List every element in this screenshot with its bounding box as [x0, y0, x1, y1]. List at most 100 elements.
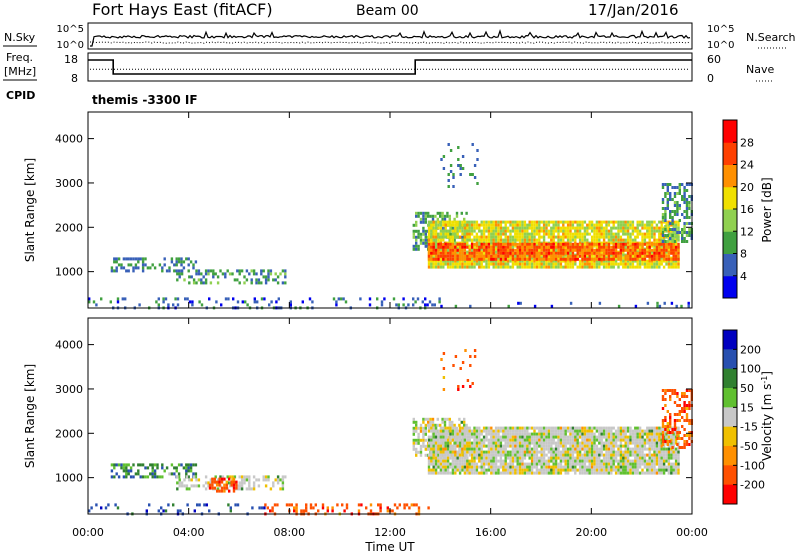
power-cell [504, 251, 507, 255]
velocity-cell [655, 456, 659, 460]
power-cell [466, 223, 469, 227]
power-cell [523, 254, 527, 258]
velocity-cell [430, 429, 433, 433]
velocity-cell [667, 468, 671, 472]
power-cell [482, 223, 486, 227]
power-cell [667, 254, 671, 258]
velocity-cell [658, 459, 661, 463]
velocity-cell [415, 423, 418, 427]
power-cell [490, 238, 493, 242]
velocity-cell [545, 432, 548, 436]
power-cell [478, 265, 481, 269]
power-cell [598, 235, 601, 239]
power-cell [550, 304, 554, 308]
velocity-cell [665, 465, 668, 469]
velocity-cell [598, 426, 601, 430]
power-cell [478, 259, 481, 263]
power-cell [502, 242, 505, 246]
velocity-cell [494, 468, 498, 472]
velocity-cell [583, 450, 587, 454]
velocity-cell [478, 447, 481, 451]
velocity-cell [480, 441, 483, 445]
velocity-cell [331, 506, 334, 510]
power-cell [622, 250, 625, 254]
power-cell [634, 242, 637, 246]
velocity-cell [468, 459, 471, 463]
power-cell [446, 220, 450, 224]
power-cell [485, 251, 488, 255]
velocity-cell [666, 389, 669, 392]
power-cell [487, 254, 491, 258]
velocity-cell [238, 475, 241, 479]
velocity-cell [417, 432, 420, 436]
velocity-cell [478, 426, 481, 430]
power-cell [187, 263, 190, 267]
velocity-cell [593, 465, 596, 469]
velocity-cell [422, 417, 425, 421]
velocity-cell [422, 426, 425, 430]
velocity-cell [440, 358, 443, 361]
power-cell [530, 245, 534, 249]
power-cell [204, 269, 208, 273]
power-cell [412, 303, 415, 307]
power-cell [502, 254, 505, 258]
velocity-cell [431, 420, 435, 424]
power-cell [566, 254, 570, 258]
velocity-cell [535, 438, 539, 442]
velocity-cell [658, 435, 661, 439]
velocity-cell [650, 441, 654, 445]
power-cell [260, 297, 264, 301]
velocity-cell [151, 463, 154, 467]
velocity-cell [688, 437, 691, 440]
power-cell [678, 192, 681, 195]
velocity-cell [480, 444, 483, 448]
power-cell [458, 257, 462, 261]
velocity-cell [482, 438, 486, 442]
power-cell [655, 223, 659, 227]
power-cell [576, 242, 579, 246]
power-colorbar-swatch [723, 231, 737, 254]
velocity-cell [648, 438, 651, 442]
velocity-cell [475, 468, 479, 472]
velocity-cell [461, 432, 464, 436]
power-cell [463, 232, 467, 236]
power-cell [664, 240, 667, 243]
power-cell [446, 211, 449, 215]
power-cell [221, 272, 225, 276]
velocity-cell [276, 481, 280, 485]
power-cell [638, 259, 642, 263]
power-cell [241, 300, 244, 304]
velocity-cell [424, 426, 427, 430]
velocity-cell [674, 435, 678, 439]
power-cell [180, 257, 183, 261]
power-cell [557, 265, 560, 269]
velocity-cell [535, 444, 539, 448]
power-cell [446, 251, 450, 255]
power-cell [490, 232, 493, 236]
power-cell [670, 259, 673, 263]
power-cell [528, 223, 531, 227]
velocity-cell [559, 429, 563, 433]
velocity-cell [211, 483, 214, 487]
power-cell [557, 245, 560, 249]
power-cell [252, 272, 256, 276]
power-cell [554, 247, 558, 251]
power-cell [344, 300, 348, 304]
power-cell [200, 272, 203, 276]
power-cell [480, 247, 483, 251]
power-cell [590, 229, 594, 233]
velocity-cell [234, 503, 237, 507]
velocity-cell [293, 509, 296, 513]
velocity-cell [434, 438, 438, 442]
velocity-cell [502, 432, 505, 436]
power-cell [272, 278, 275, 282]
power-cell [562, 223, 565, 227]
velocity-cell [523, 456, 527, 460]
velocity-cell [451, 459, 455, 463]
velocity-cell [641, 471, 644, 475]
power-cell [643, 257, 647, 261]
power-cell [595, 220, 599, 224]
power-cell [636, 223, 639, 227]
power-cell [442, 248, 445, 252]
power-cell [523, 242, 527, 246]
